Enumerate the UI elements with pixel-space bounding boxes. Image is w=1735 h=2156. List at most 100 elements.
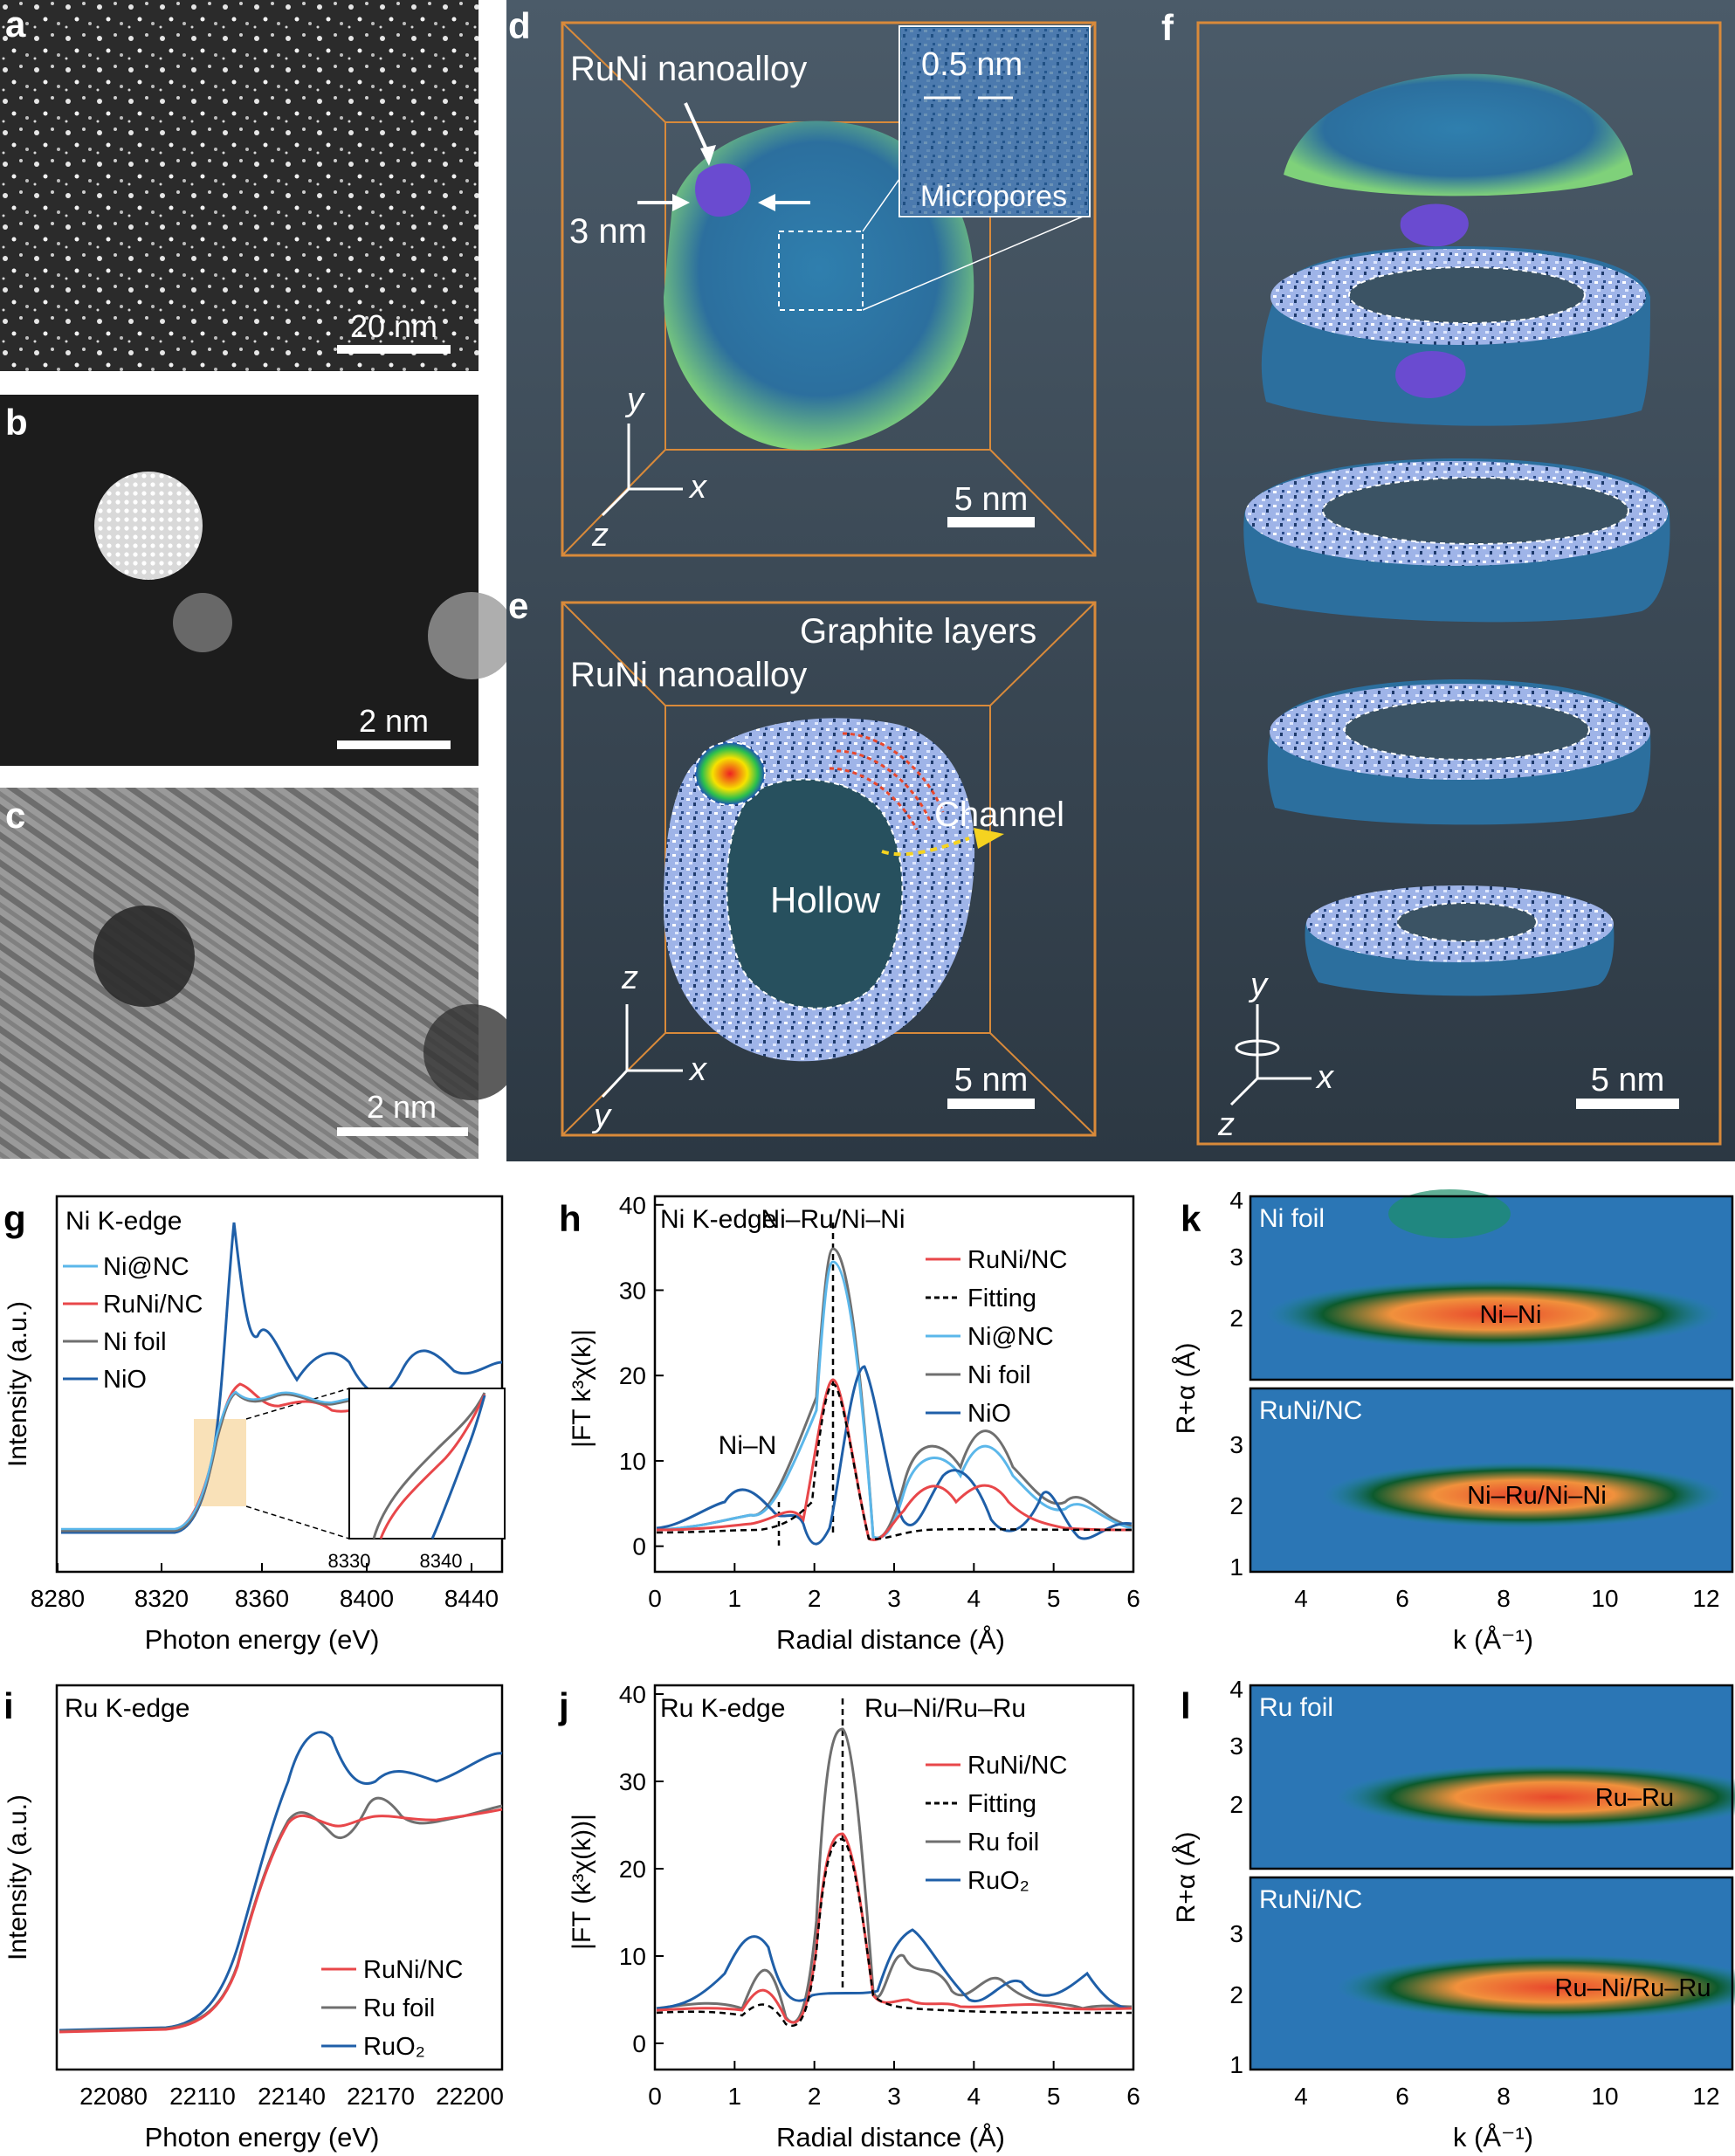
j-ticks-x-4: 4 [967, 2083, 981, 2110]
hollow-core-e [726, 778, 904, 1009]
zoom-line-g1 [245, 1388, 350, 1420]
legend-label-h-4: NiO [967, 1400, 1011, 1428]
micrograph-c [0, 788, 479, 1159]
h-ticks-y-2: 20 [619, 1362, 646, 1389]
ylabel-i: Intensity (a.u.) [3, 1794, 32, 1960]
xtick-l-1: 6 [1395, 2083, 1409, 2110]
xtick-g-1: 8320 [134, 1585, 189, 1612]
series-j-rufoil [656, 1727, 1133, 2024]
xtick-g-2: 8360 [235, 1585, 289, 1612]
alloy-label-e: RuNi nanoalloy [570, 656, 807, 694]
hollow-label-e: Hollow [770, 879, 881, 920]
panel-letter-b: b [5, 402, 28, 443]
plot-frame-i [55, 1684, 504, 2071]
scalebar-e [947, 1099, 1035, 1109]
h-ticks-x-6: 6 [1126, 1585, 1140, 1612]
panel-letter-g: g [3, 1198, 26, 1239]
slice-cap-f [1284, 73, 1633, 196]
ytick-l-bottom-2: 3 [1229, 1920, 1243, 1947]
xlabel-j: Radial distance (Å) [776, 2122, 1005, 2153]
alloy-arrow-d [684, 102, 711, 156]
heatmap-l-bottom-hot [1336, 1954, 1735, 2021]
xtick-g-0: 8280 [31, 1585, 85, 1612]
zoom-line-g2 [245, 1505, 350, 1540]
h-ticks-y-0: 0 [632, 1533, 646, 1560]
box-edge-e1 [561, 602, 666, 706]
map-label-k-1: Ni–Ru/Ni–Ni [1467, 1482, 1607, 1510]
alloy-arrowhead-d [700, 145, 716, 166]
legend-label-g-0: Ni@NC [103, 1253, 189, 1281]
zoom-line-d1 [862, 178, 900, 232]
ytick-k-bottom-1: 2 [1229, 1492, 1243, 1519]
series-g-nio [61, 1222, 503, 1534]
box-edge-e2 [989, 602, 1096, 706]
ylabel-l: R+α (Å) [1172, 1832, 1201, 1924]
legend-label-j-1: Fitting [967, 1790, 1036, 1818]
xtick-i-1: 22110 [169, 2083, 236, 2110]
nanoalloy-particle-e [694, 741, 766, 806]
map-name-l-0: Ru foil [1259, 1693, 1333, 1722]
axis-x-label-e: x [688, 1051, 708, 1088]
chart-j: j Ru K-edge Radial distance (Å) |FT (k³χ… [558, 1681, 1140, 2153]
alloy-particle-f1 [1400, 203, 1469, 247]
legend-label-h-1: Fitting [967, 1285, 1036, 1312]
xtick-k-1: 6 [1395, 1585, 1409, 1612]
size-arrowhead-left-d [672, 194, 690, 211]
scalebar-label-b: 2 nm [359, 703, 429, 739]
chart-title-j: Ru K-edge [660, 1694, 785, 1723]
channel-label-e: Channel [934, 796, 1064, 834]
map-label-k-0: Ni–Ni [1480, 1301, 1542, 1329]
legend-label-h-0: RuNi/NC [967, 1246, 1067, 1274]
heatmap-k-top-hot [1266, 1279, 1720, 1349]
panel-letter-i: i [3, 1685, 14, 1726]
axis-z-f [1229, 1077, 1259, 1106]
map-name-k-1: RuNi/NC [1259, 1396, 1362, 1425]
frame-k-bottom [1249, 1387, 1734, 1574]
legend-label-h-2: Ni@NC [967, 1323, 1054, 1351]
map-label-l-0: Ru–Ru [1595, 1784, 1674, 1812]
j-ticks-y-4: 40 [619, 1681, 646, 1708]
inset-series-g-nio [430, 1395, 486, 1540]
scalebar-d [947, 517, 1035, 527]
nanoparticle-b-3 [428, 592, 515, 679]
legend-label-j-3: RuO₂ [967, 1867, 1029, 1895]
xtick-i-2: 22140 [258, 2083, 326, 2110]
axis-y-label-e: y [591, 1098, 612, 1134]
panel-letter-c: c [5, 795, 25, 836]
ytick-k-bottom-0: 1 [1229, 1553, 1243, 1581]
axis-y-label-f: y [1248, 967, 1269, 1003]
ylabel-g: Intensity (a.u.) [3, 1301, 32, 1467]
annotation-h-peak: Ni–Ru/Ni–Ni [761, 1205, 905, 1234]
scalebar-b [337, 740, 451, 749]
h-ticks-x-5: 5 [1047, 1585, 1061, 1612]
scalebar-f [1576, 1099, 1679, 1109]
graphite-label-e: Graphite layers [800, 612, 1036, 651]
scalebar-label-e: 5 nm [954, 1062, 1028, 1099]
ytick-l-top-2: 4 [1229, 1676, 1243, 1703]
ylabel-k: R+α (Å) [1172, 1343, 1201, 1435]
legend-label-j-0: RuNi/NC [967, 1752, 1067, 1780]
ytick-k-top-1: 3 [1229, 1243, 1243, 1271]
heatmap-k-bottom-hot [1323, 1462, 1725, 1528]
map-label-l-1: Ru–Ni/Ru–Ru [1555, 1974, 1711, 2002]
xtick-l-4: 12 [1692, 2083, 1719, 2110]
ytick-k-bottom-2: 3 [1229, 1431, 1243, 1458]
channel-arrowhead-e [974, 828, 1004, 849]
xtick-l-0: 4 [1294, 2083, 1308, 2110]
zoom-line-d2 [862, 216, 1084, 311]
xtick-l-2: 8 [1497, 2083, 1511, 2110]
axis-z-label-f: z [1217, 1106, 1235, 1143]
j-ticks-y-1: 10 [619, 1943, 646, 1970]
axis-x-label-d: x [688, 469, 708, 506]
xtick-l-3: 10 [1591, 2083, 1618, 2110]
xtick-g-3: 8400 [340, 1585, 394, 1612]
bounding-box-e [561, 601, 1097, 1137]
h-ticks-x-2: 2 [808, 1585, 822, 1612]
graphite-layers-e [829, 732, 945, 830]
j-ticks-x-1: 1 [728, 2083, 742, 2110]
scalebar-c [337, 1127, 468, 1136]
alloy-particle-f2 [1395, 351, 1466, 398]
rotation-icon [1235, 1039, 1280, 1057]
slice-3-hole-f [1322, 477, 1629, 545]
